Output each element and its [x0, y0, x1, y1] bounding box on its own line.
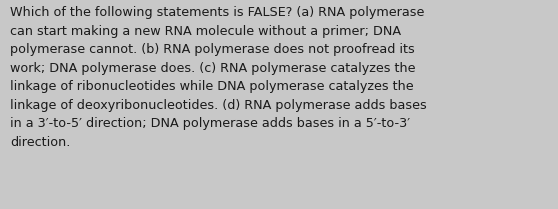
- Text: Which of the following statements is FALSE? (a) RNA polymerase
can start making : Which of the following statements is FAL…: [10, 6, 427, 149]
